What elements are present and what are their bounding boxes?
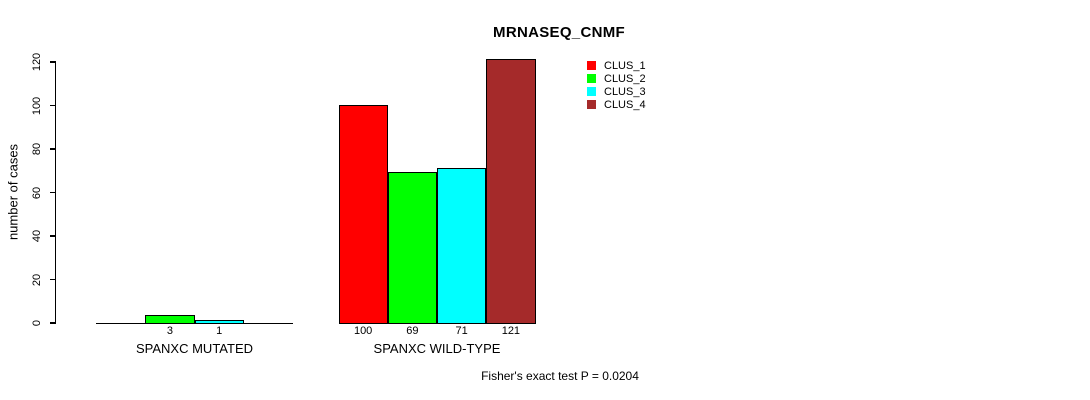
y-tick-label: 40 [31,229,43,243]
legend-label-CLUS_2: CLUS_2 [604,73,646,85]
legend-swatch-CLUS_1 [587,61,596,70]
group-label: SPANXC WILD-TYPE [373,341,501,356]
legend-label-CLUS_1: CLUS_1 [604,60,646,72]
y-tick-mark [50,191,56,194]
chart-title: MRNASEQ_CNMF [493,24,625,41]
legend-swatch-CLUS_3 [587,87,596,96]
y-tick-label: 120 [31,52,43,72]
group-label: SPANXC MUTATED [135,341,254,356]
legend-swatch-CLUS_4 [587,100,596,109]
bar-CLUS_4 [486,59,536,324]
bar-CLUS_2 [387,172,437,324]
legend-label-CLUS_3: CLUS_3 [604,86,646,98]
legend-label-CLUS_4: CLUS_4 [604,99,646,111]
y-tick-mark [50,104,56,107]
bar-CLUS_2 [145,315,195,324]
legend-swatch-CLUS_2 [587,74,596,83]
y-tick-mark [50,61,56,63]
bar-value-label: 121 [501,325,521,337]
bar-CLUS_1 [338,105,388,324]
bar-CLUS_3 [194,320,244,324]
bar-value-label: 100 [353,325,373,337]
annotation-pvalue: Fisher's exact test P = 0.0204 [481,369,639,383]
y-tick-label: 80 [31,142,43,156]
bar-value-label: 3 [166,325,173,337]
y-tick-mark [50,278,56,281]
y-axis-title: number of cases [5,143,21,241]
bar-CLUS_3 [437,168,487,324]
y-tick-label: 20 [31,273,43,286]
y-tick-mark [50,322,56,324]
y-tick-mark [50,148,56,150]
y-tick-label: 100 [31,96,43,115]
bar-value-label: 71 [455,325,468,337]
y-tick-label: 0 [31,319,43,327]
bar-value-label: 69 [406,325,419,337]
y-tick-mark [50,235,56,237]
bar-value-label: 1 [216,325,223,337]
y-tick-label: 60 [31,186,43,199]
